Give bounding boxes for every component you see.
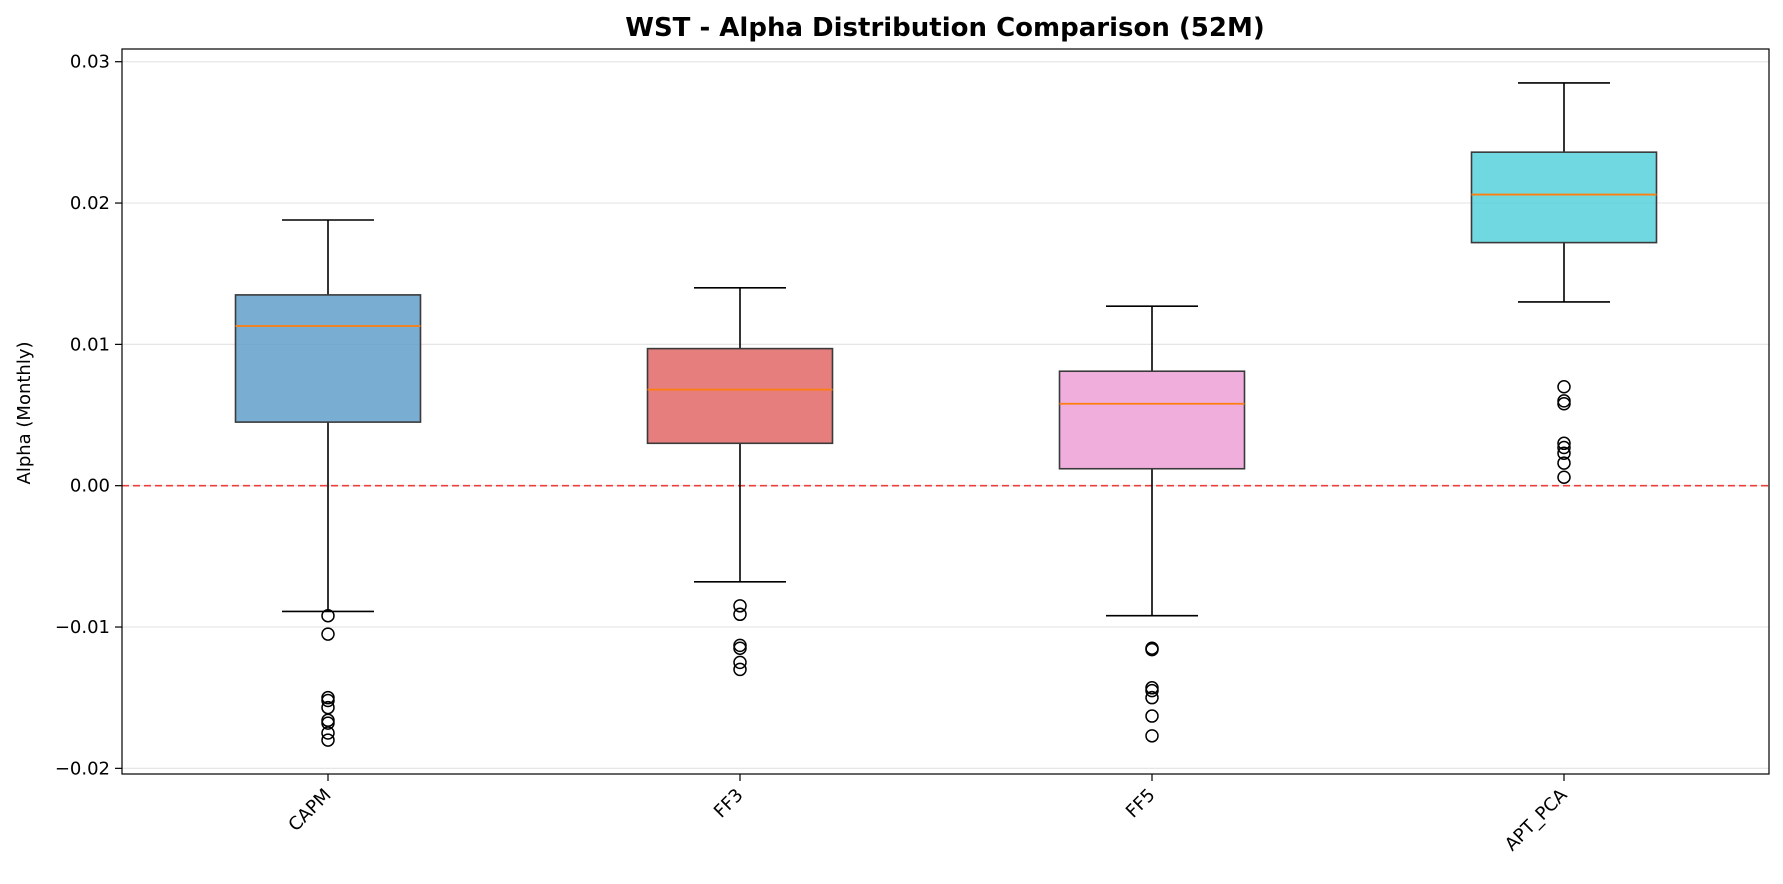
outlier-point bbox=[321, 716, 335, 730]
y-tick-label: 0.00 bbox=[70, 476, 110, 497]
outlier-point bbox=[733, 599, 747, 613]
outlier-point bbox=[733, 641, 747, 655]
iqr-box bbox=[646, 347, 834, 445]
y-tick-label: −0.02 bbox=[55, 758, 110, 779]
box-apt-pca bbox=[1470, 82, 1658, 484]
box-ff3 bbox=[646, 287, 834, 677]
outlier-point bbox=[321, 608, 335, 623]
box-ff5 bbox=[1058, 305, 1246, 743]
outlier-point bbox=[1145, 642, 1159, 657]
iqr-box bbox=[1470, 151, 1658, 244]
outlier-point bbox=[1557, 380, 1571, 394]
outlier-point bbox=[1145, 683, 1159, 698]
outlier-point bbox=[321, 713, 335, 728]
y-tick-label: 0.02 bbox=[70, 193, 110, 214]
y-tick-label: −0.01 bbox=[55, 617, 110, 638]
x-tick-label: FF3 bbox=[710, 785, 748, 823]
iqr-box bbox=[1058, 370, 1246, 470]
outlier-point bbox=[321, 693, 335, 708]
outlier-point bbox=[1557, 394, 1571, 408]
outlier-point bbox=[1145, 729, 1159, 743]
outlier-point bbox=[321, 733, 335, 747]
outlier-point bbox=[1557, 446, 1571, 460]
outlier-point bbox=[1145, 690, 1159, 705]
y-tick-label: 0.03 bbox=[70, 52, 110, 73]
outlier-point bbox=[733, 638, 747, 653]
outlier-point bbox=[321, 726, 335, 740]
outlier-point bbox=[1557, 396, 1571, 411]
outlier-point bbox=[1145, 709, 1159, 723]
chart-title: WST - Alpha Distribution Comparison (52M… bbox=[625, 13, 1264, 43]
x-axis-ticks: CAPM FF3 FF5 APT_PCA bbox=[284, 774, 1572, 855]
y-axis-ticks: −0.02 −0.01 0.00 0.01 0.02 0.03 bbox=[55, 52, 122, 779]
outlier-point bbox=[733, 655, 747, 670]
boxes bbox=[234, 82, 1658, 747]
y-axis-label: Alpha (Monthly) bbox=[14, 341, 35, 484]
outlier-point bbox=[1557, 440, 1571, 455]
outlier-point bbox=[733, 607, 747, 622]
x-tick-label: CAPM bbox=[284, 785, 335, 836]
x-tick-label: APT_PCA bbox=[1501, 784, 1572, 855]
iqr-box bbox=[234, 294, 422, 423]
outlier-point bbox=[1557, 436, 1571, 451]
y-tick-label: 0.01 bbox=[70, 334, 110, 355]
outlier-point bbox=[1557, 456, 1571, 470]
outlier-point bbox=[1557, 470, 1571, 484]
plot-area-frame bbox=[121, 48, 1770, 775]
outlier-point bbox=[733, 662, 747, 677]
outlier-point bbox=[321, 627, 335, 641]
x-tick-label: FF5 bbox=[1122, 785, 1160, 823]
box-capm bbox=[234, 219, 422, 747]
